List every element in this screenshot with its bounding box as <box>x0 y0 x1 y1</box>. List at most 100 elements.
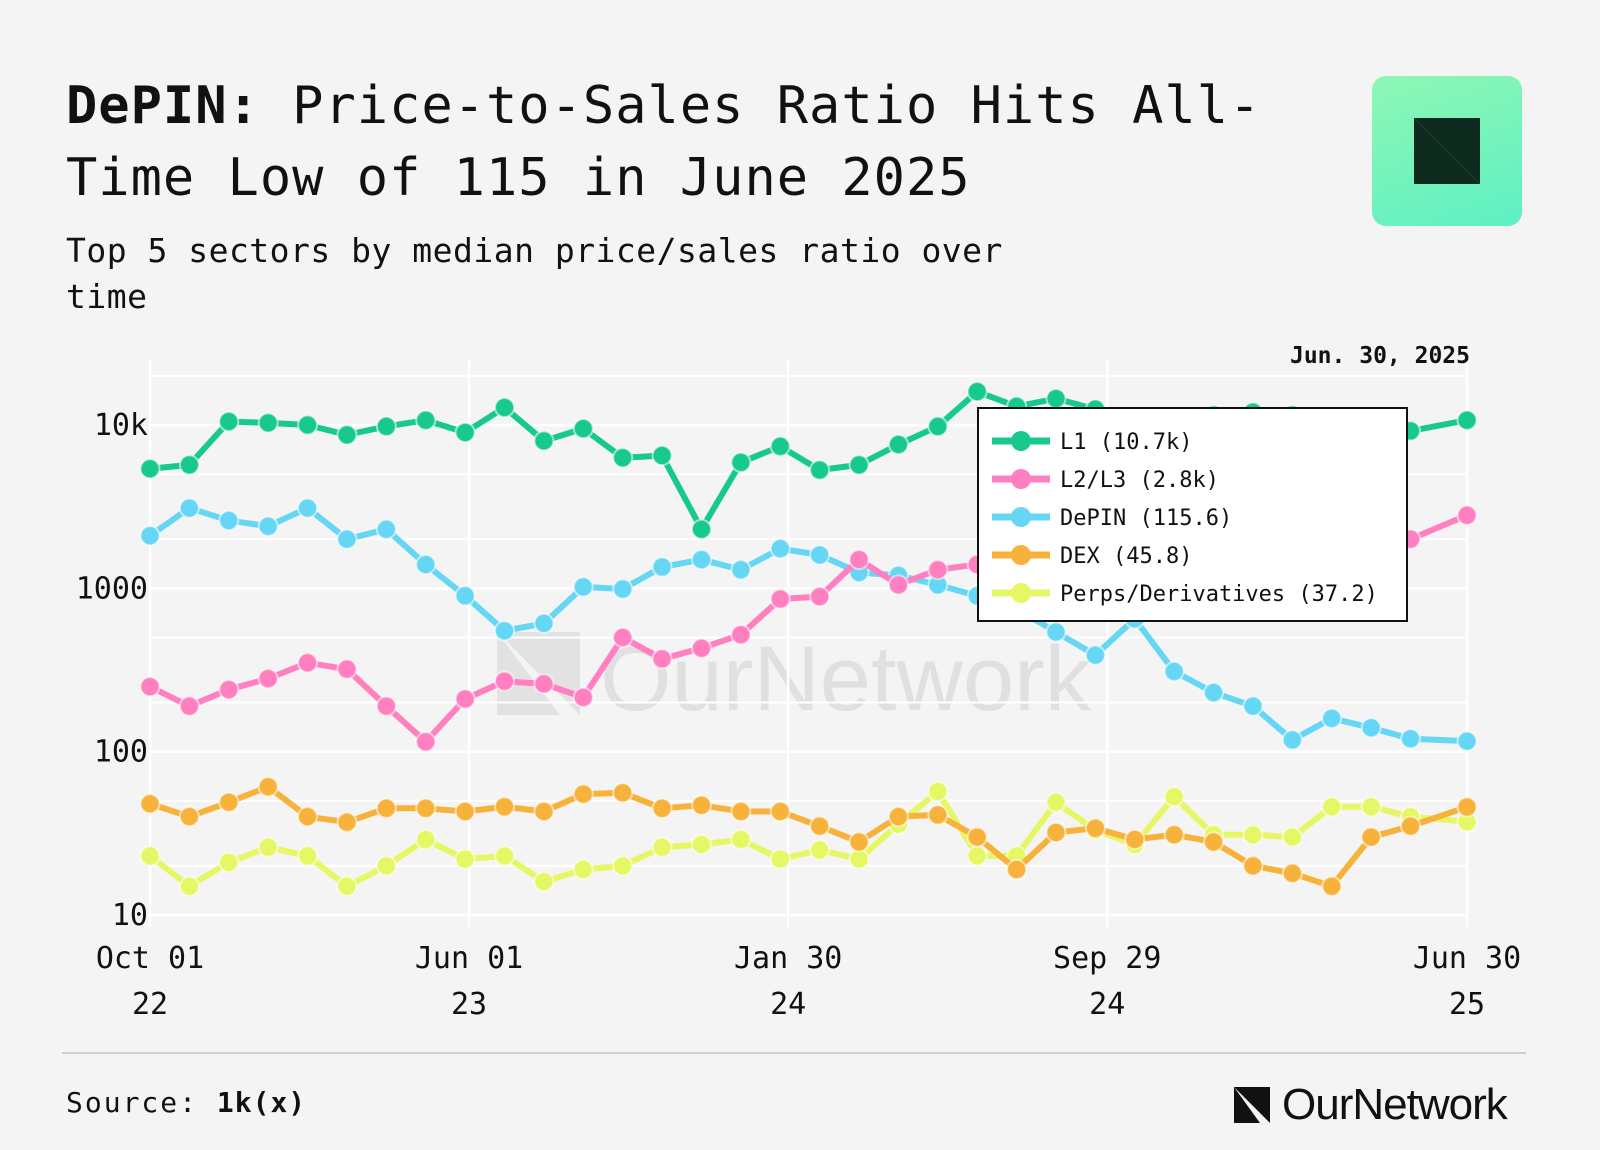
data-point <box>572 783 594 805</box>
data-point <box>1360 796 1382 818</box>
data-point <box>218 679 240 701</box>
data-point <box>572 686 594 708</box>
data-point <box>572 576 594 598</box>
page-subtitle: Top 5 sectors by median price/sales rati… <box>66 231 1003 316</box>
data-point <box>690 794 712 816</box>
data-point <box>730 828 752 850</box>
data-point <box>887 806 909 828</box>
series-dex <box>139 776 1478 897</box>
ournetwork-logo-icon <box>1414 118 1480 184</box>
brand-name: OurNetwork <box>1282 1080 1508 1129</box>
data-point <box>848 454 870 476</box>
data-point <box>572 858 594 880</box>
data-point <box>1281 826 1303 848</box>
data-point <box>218 510 240 532</box>
data-point <box>533 871 555 893</box>
data-point <box>415 828 437 850</box>
data-point <box>1456 796 1478 818</box>
data-point <box>690 834 712 856</box>
data-point <box>730 624 752 646</box>
data-point <box>690 549 712 571</box>
data-point <box>218 791 240 813</box>
chart-legend: L1 (10.7k) L2/L3 (2.8k) DePIN (115.6) DEX (… <box>977 407 1408 622</box>
footer-divider <box>62 1052 1526 1054</box>
data-point <box>533 673 555 695</box>
x-tick-label: Jan 30 <box>734 941 842 976</box>
legend-swatch-marker <box>1011 431 1031 451</box>
data-point <box>1456 504 1478 526</box>
data-point <box>257 836 279 858</box>
chart-annotation: Jun. 30, 2025 <box>1290 343 1470 369</box>
data-point <box>730 451 752 473</box>
data-point <box>415 731 437 753</box>
data-point <box>1163 660 1185 682</box>
data-point <box>927 415 949 437</box>
x-tick-label: Jun 30 <box>1413 941 1521 976</box>
data-point <box>1163 824 1185 846</box>
data-point <box>612 578 634 600</box>
series-line <box>147 788 1470 890</box>
data-point <box>1281 862 1303 884</box>
y-tick-label: 10k <box>94 408 148 443</box>
data-point <box>651 556 673 578</box>
data-point <box>297 806 319 828</box>
data-point <box>651 836 673 858</box>
data-point <box>415 797 437 819</box>
data-point <box>257 515 279 537</box>
data-point <box>139 676 161 698</box>
data-point <box>336 528 358 550</box>
data-point <box>769 848 791 870</box>
data-point <box>769 588 791 610</box>
data-point <box>494 796 516 818</box>
data-point <box>1321 875 1343 897</box>
page-title: DePIN: Price-to-Sales Ratio Hits All-Tim… <box>66 70 1326 214</box>
data-point <box>454 421 476 443</box>
data-point <box>1045 791 1067 813</box>
series-line <box>147 783 1470 890</box>
data-point <box>1400 728 1422 750</box>
data-point <box>966 826 988 848</box>
ournetwork-footer-logo-icon <box>1234 1087 1270 1123</box>
x-tick-label: Sep 29 <box>1053 941 1161 976</box>
data-point <box>454 585 476 607</box>
data-point <box>1456 730 1478 752</box>
data-point <box>415 409 437 431</box>
data-point <box>848 549 870 571</box>
chart-axes: 10 100 1000 10k Oct 01 22 Jun 01 23 Jan 30 24 Sep … <box>76 408 1521 1022</box>
data-point <box>533 801 555 823</box>
data-point <box>809 544 831 566</box>
x-tick-label-year: 24 <box>770 987 806 1022</box>
data-point <box>1124 828 1146 850</box>
data-point <box>1242 855 1264 877</box>
data-point <box>178 695 200 717</box>
data-point <box>454 801 476 823</box>
data-point <box>769 801 791 823</box>
data-point <box>1321 796 1343 818</box>
chart-series <box>139 381 1478 897</box>
data-point <box>690 518 712 540</box>
watermark: OurNetwork <box>497 628 1092 730</box>
data-point <box>257 668 279 690</box>
data-point <box>1163 786 1185 808</box>
data-point <box>336 658 358 680</box>
source-note: Source: 1k(x) <box>66 1086 306 1119</box>
data-point <box>454 848 476 870</box>
data-point <box>887 433 909 455</box>
data-point <box>651 648 673 670</box>
x-tick-label: Jun 01 <box>415 941 523 976</box>
data-point <box>375 695 397 717</box>
data-point <box>1084 644 1106 666</box>
data-point <box>218 851 240 873</box>
x-tick-label-year: 24 <box>1089 987 1125 1022</box>
data-point <box>966 381 988 403</box>
legend-entry-label: L1 (10.7k) <box>1060 430 1192 455</box>
data-point <box>966 845 988 867</box>
data-point <box>612 855 634 877</box>
data-point <box>533 612 555 634</box>
data-point <box>494 620 516 642</box>
data-point <box>218 411 240 433</box>
data-point <box>612 447 634 469</box>
data-point <box>454 688 476 710</box>
data-point <box>494 845 516 867</box>
date-annotation: Jun. 30, 2025 <box>1290 343 1470 369</box>
